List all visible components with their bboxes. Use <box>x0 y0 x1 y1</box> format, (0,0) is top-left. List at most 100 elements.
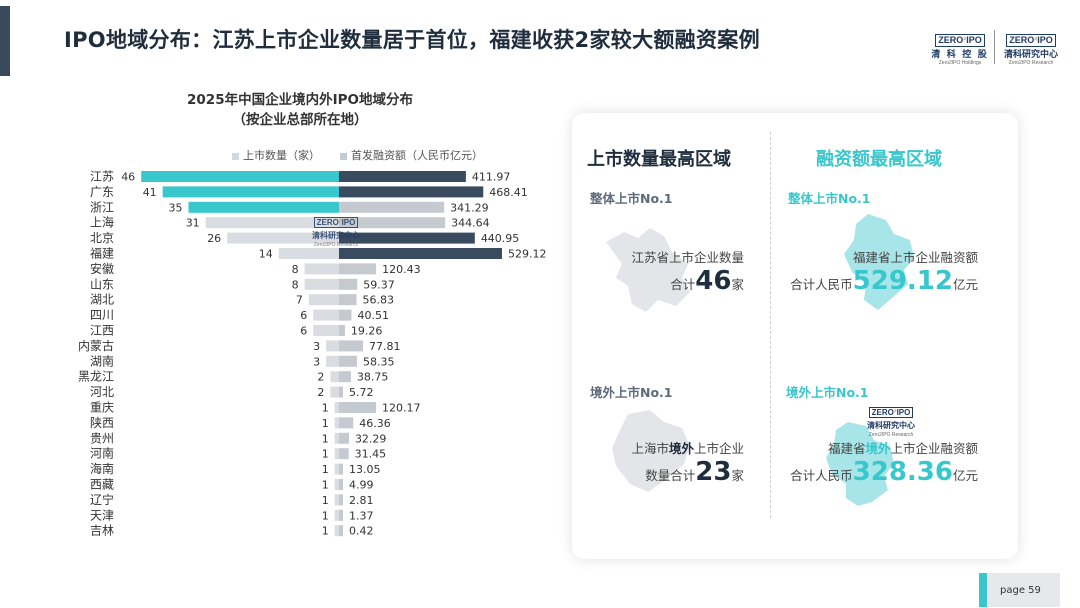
chart-title: 2025年中国企业境内外IPO地域分布 <box>187 92 413 108</box>
page-title: IPO地域分布：江苏上市企业数量居于首位，福建收获2家较大额融资案例 <box>64 28 760 52</box>
count-bar <box>334 509 339 521</box>
amount-bar <box>339 248 502 259</box>
count-value-label: 2 <box>317 386 324 399</box>
q3-prefix: 数量合计 <box>645 468 696 483</box>
amount-bar <box>339 432 349 444</box>
q3-suffix: 家 <box>731 468 744 483</box>
fujian-map-icon <box>844 214 914 310</box>
q2-subheading: 整体上市No.1 <box>788 191 871 206</box>
count-value-label: 46 <box>121 171 135 184</box>
amount-bar <box>339 448 349 460</box>
amount-value-label: 344.64 <box>451 217 490 230</box>
q3-subheading: 境外上市No.1 <box>590 385 673 400</box>
q2-suffix: 亿元 <box>952 277 978 292</box>
amount-bar <box>339 186 484 198</box>
amount-bar <box>339 263 377 275</box>
shanghai-map-icon <box>612 410 690 492</box>
logo-box: ZERO²IPO <box>313 217 359 228</box>
logo-en: Zero2IPO Holdings <box>938 60 982 66</box>
count-bar <box>334 479 339 490</box>
q3-line1-b: 境外 <box>668 441 694 456</box>
legend-amount: 首发融资额（人民币亿元） <box>340 147 483 163</box>
legend-amount-label: 首发融资额（人民币亿元） <box>351 149 483 162</box>
amount-value-label: 13.05 <box>349 463 381 476</box>
amount-bar <box>339 509 343 521</box>
q1-subheading: 整体上市No.1 <box>590 191 673 206</box>
logo-box-left: ZERO <box>1009 35 1035 45</box>
q4-total: 合计人民币328.36亿元 <box>790 457 978 487</box>
count-value-label: 1 <box>322 402 329 415</box>
page-number-box <box>987 573 1060 607</box>
amount-bar <box>339 494 343 506</box>
amount-value-label: 440.95 <box>481 232 520 245</box>
q2-prefix: 合计人民币 <box>790 277 853 292</box>
q2-total: 合计人民币529.12亿元 <box>790 266 978 296</box>
count-value-label: 8 <box>292 278 299 291</box>
logo-cn: 清科研究中心 <box>1003 49 1058 59</box>
amount-value-label: 1.37 <box>349 509 374 522</box>
panel-divider <box>770 132 771 518</box>
amount-bar <box>339 171 466 182</box>
legend-count: 上市数量（家） <box>232 147 320 163</box>
region-label: 福建 <box>90 246 114 261</box>
chart-subtitle: （按企业总部所在地） <box>232 112 368 128</box>
region-label: 河南 <box>90 446 114 461</box>
count-value-label: 8 <box>292 263 299 276</box>
count-value-label: 1 <box>322 509 329 522</box>
count-value-label: 31 <box>186 217 200 230</box>
region-label: 天津 <box>90 508 114 522</box>
jiangsu-map-icon <box>606 228 690 312</box>
amount-value-label: 5.72 <box>349 386 374 399</box>
region-label: 四川 <box>90 308 114 322</box>
zero2ipo-research-logo: ZERO²IPO 清科研究中心 Zero2IPO Research <box>1000 30 1062 67</box>
region-label: 北京 <box>90 231 114 245</box>
region-label: 江西 <box>90 324 114 338</box>
amount-value-label: 58.35 <box>363 355 395 368</box>
chart-title-block: 2025年中国企业境内外IPO地域分布 （按企业总部所在地） <box>130 90 470 130</box>
count-value-label: 14 <box>259 248 273 261</box>
panel-right-heading: 融资额最高区域 <box>816 149 942 170</box>
q4-suffix: 亿元 <box>952 468 978 483</box>
amount-bar <box>339 386 343 398</box>
count-bar <box>334 463 339 475</box>
logo-box-left: ZERO <box>871 408 894 417</box>
count-bar <box>334 448 339 460</box>
q4-prefix: 合计人民币 <box>790 468 853 483</box>
q2-line1: 福建省上市企业融资额 <box>852 250 978 265</box>
amount-value-label: 40.51 <box>357 309 389 322</box>
q3-total: 数量合计23家 <box>645 457 744 487</box>
logo-box-left: ZERO <box>316 218 339 227</box>
count-bar <box>227 232 339 244</box>
count-value-label: 1 <box>322 525 329 538</box>
region-label: 上海 <box>90 215 114 230</box>
amount-bar <box>339 325 345 336</box>
count-value-label: 41 <box>143 186 157 199</box>
amount-bar <box>339 417 354 429</box>
region-label: 海南 <box>90 461 114 476</box>
q1-total: 合计46家 <box>670 266 744 296</box>
q3-number: 23 <box>695 457 732 487</box>
count-bar <box>304 263 339 275</box>
count-bar <box>334 432 339 444</box>
amount-value-label: 120.17 <box>382 402 421 415</box>
region-label: 湖南 <box>90 353 114 368</box>
count-bar <box>278 248 339 259</box>
count-value-label: 1 <box>322 417 329 430</box>
amount-bar <box>339 232 475 244</box>
q4-line1-a: 福建省 <box>827 441 866 456</box>
count-bar <box>334 402 339 413</box>
amount-bar <box>339 525 343 537</box>
count-value-label: 6 <box>300 325 307 338</box>
q1-prefix: 合计 <box>670 277 696 292</box>
logo-en: Zero2IPO Research <box>868 432 914 438</box>
count-bar <box>330 371 339 383</box>
count-bar <box>326 340 339 352</box>
amount-bar <box>339 201 445 213</box>
region-label: 广东 <box>90 185 114 199</box>
logo-en: Zero2IPO Research <box>1008 60 1054 66</box>
region-label: 内蒙古 <box>78 338 114 353</box>
amount-value-label: 46.36 <box>359 417 391 430</box>
q4-number: 328.36 <box>852 457 953 487</box>
count-bar <box>330 386 339 398</box>
amount-value-label: 19.26 <box>351 325 383 338</box>
